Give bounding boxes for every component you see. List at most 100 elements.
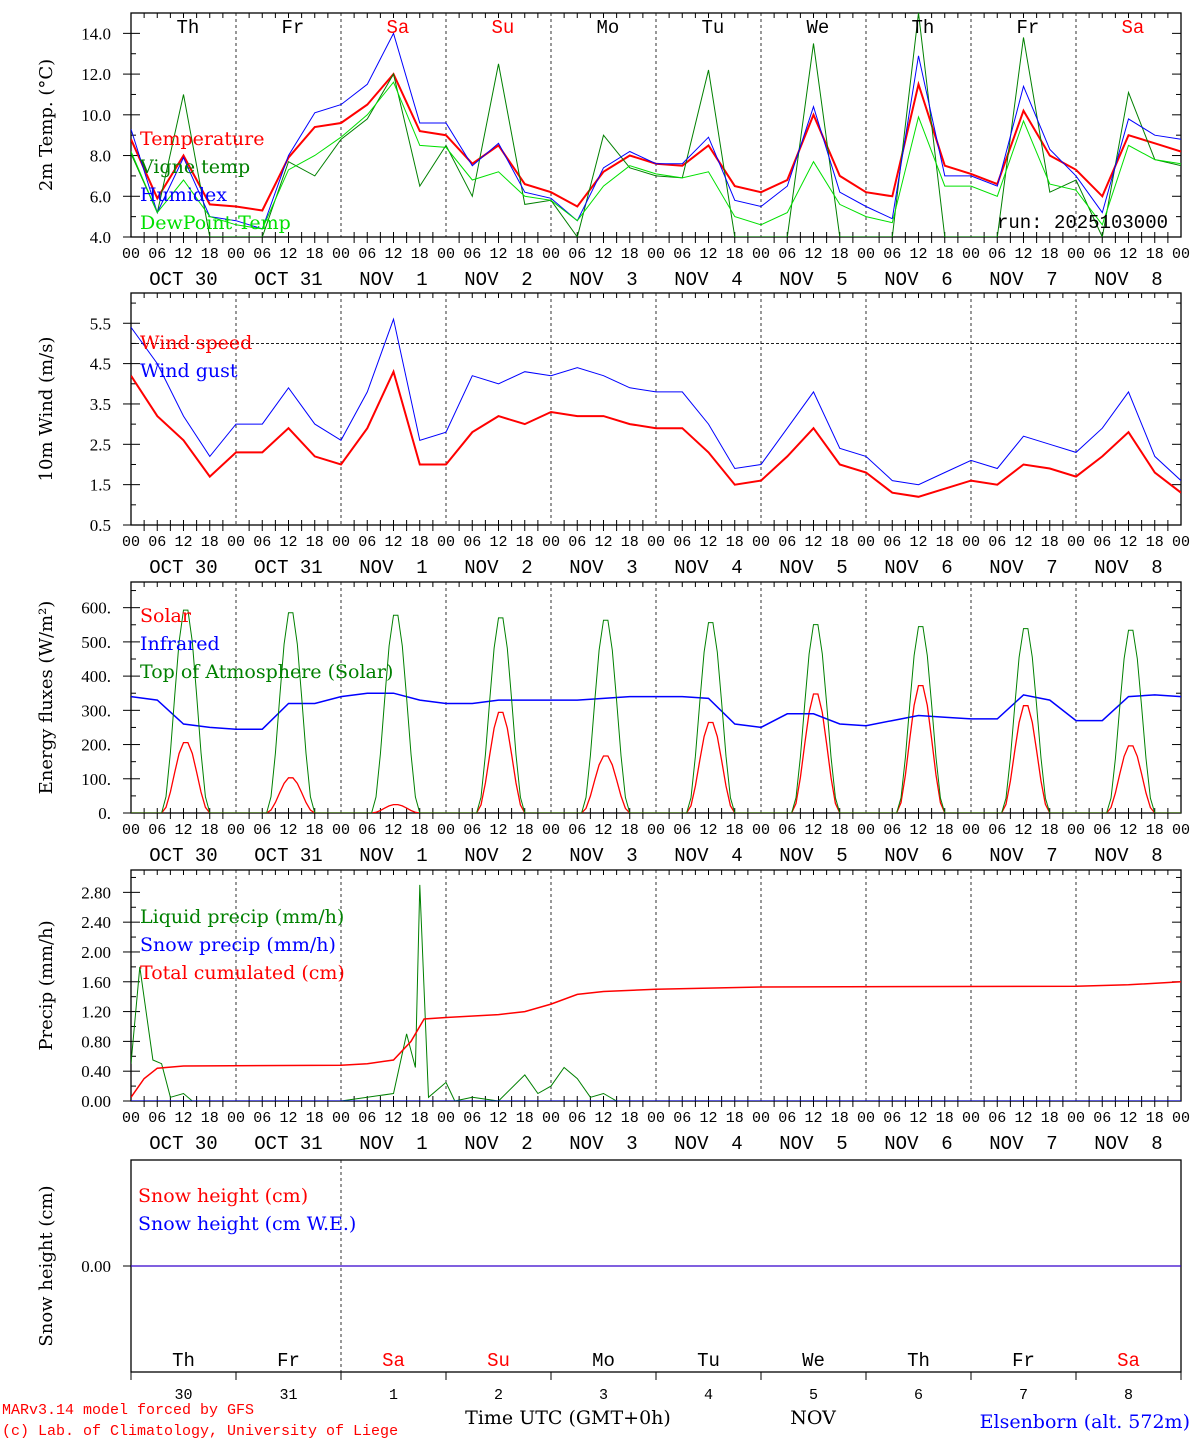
- legend-entry: Wind gust: [140, 360, 238, 382]
- y-tick-label: 500.: [81, 633, 111, 652]
- hour-label: 12: [1119, 1110, 1137, 1127]
- hour-label: 06: [1093, 534, 1111, 551]
- date-label: NOV 3: [569, 557, 637, 579]
- date-label: NOV 4: [674, 557, 742, 579]
- plot-frame: [130, 12, 1182, 238]
- hour-label: 00: [122, 534, 140, 551]
- hour-label: 06: [673, 534, 691, 551]
- hour-label: 00: [122, 1110, 140, 1127]
- hour-label: 00: [962, 822, 980, 839]
- hour-label: 06: [1093, 1110, 1111, 1127]
- hour-label: 12: [279, 822, 297, 839]
- legend-entry: DewPoint Temp: [140, 212, 291, 234]
- date-label: NOV 8: [1094, 1133, 1162, 1155]
- y-tick-label: 0.80: [81, 1032, 111, 1051]
- date-label: NOV 7: [989, 557, 1057, 579]
- hour-label: 18: [411, 534, 429, 551]
- hour-label: 18: [1146, 1110, 1164, 1127]
- hour-label: 00: [647, 1110, 665, 1127]
- legend-entry: Infrared: [140, 633, 220, 655]
- hour-label: 00: [647, 534, 665, 551]
- hour-label: 18: [726, 246, 744, 263]
- legend-entry: Vigne temp: [139, 156, 250, 178]
- hour-label: 00: [1172, 1110, 1190, 1127]
- hour-label: 18: [621, 822, 639, 839]
- series-top-of-atmosphere-solar-: [131, 609, 1181, 813]
- hour-label: 12: [594, 246, 612, 263]
- hour-label: 00: [122, 822, 140, 839]
- lab-credit: (c) Lab. of Climatology, University of L…: [2, 1423, 398, 1440]
- y-tick-label: 2.00: [81, 943, 111, 962]
- hour-label: 00: [857, 822, 875, 839]
- hour-label: 00: [752, 246, 770, 263]
- hour-label: 00: [1067, 534, 1085, 551]
- legend-entry: Wind speed: [140, 332, 252, 354]
- hour-label: 00: [1172, 822, 1190, 839]
- panel-4: [123, 869, 1182, 1107]
- hour-label: 06: [673, 822, 691, 839]
- date-label: NOV 6: [884, 269, 952, 291]
- hour-label: 06: [568, 822, 586, 839]
- hour-label: 00: [1067, 822, 1085, 839]
- y-tick-label: 200.: [81, 736, 111, 755]
- hour-label: 06: [883, 1110, 901, 1127]
- date-label: NOV 5: [779, 557, 847, 579]
- hour-label: 12: [1119, 246, 1137, 263]
- hour-label: 00: [227, 246, 245, 263]
- day-number: 5: [809, 1387, 818, 1404]
- hour-label: 06: [463, 822, 481, 839]
- date-label: NOV 4: [674, 1133, 742, 1155]
- series-temperature: [131, 72, 1181, 212]
- hour-label: 12: [699, 246, 717, 263]
- hour-label: 06: [988, 822, 1006, 839]
- hour-label: 12: [909, 534, 927, 551]
- date-label: OCT 31: [254, 1133, 322, 1155]
- y-tick-label: 10.0: [81, 106, 111, 125]
- series-infrared: [131, 692, 1181, 730]
- hour-label: 00: [962, 534, 980, 551]
- y-tick-label: 14.0: [81, 24, 111, 43]
- y-tick-label: 2.40: [81, 913, 111, 932]
- hour-label: 18: [1146, 246, 1164, 263]
- hour-label: 00: [1067, 246, 1085, 263]
- hour-label: 12: [909, 246, 927, 263]
- day-number: 8: [1124, 1387, 1133, 1404]
- hour-label: 18: [201, 1110, 219, 1127]
- date-label: NOV 7: [989, 269, 1057, 291]
- date-label: NOV 7: [989, 1133, 1057, 1155]
- hour-label: 00: [437, 1110, 455, 1127]
- date-label: NOV 1: [359, 845, 427, 867]
- hour-label: 18: [201, 534, 219, 551]
- hour-label: 18: [1041, 1110, 1059, 1127]
- hour-label: 06: [883, 822, 901, 839]
- day-number: 7: [1019, 1387, 1028, 1404]
- model-credit: MARv3.14 model forced by GFS: [2, 1402, 254, 1419]
- hour-label: 18: [936, 534, 954, 551]
- legend-entry: Liquid precip (mm/h): [140, 906, 344, 928]
- day-name: Fr: [1016, 17, 1039, 39]
- hour-label: 18: [1041, 822, 1059, 839]
- hour-label: 12: [1014, 822, 1032, 839]
- hour-label: 06: [463, 534, 481, 551]
- hour-label: 18: [831, 822, 849, 839]
- y-tick-label: 0.5: [90, 516, 111, 535]
- day-name: Sa: [1121, 17, 1144, 39]
- hour-label: 12: [1119, 534, 1137, 551]
- hour-label: 18: [621, 534, 639, 551]
- hour-label: 18: [411, 822, 429, 839]
- legend-entry: Snow height (cm W.E.): [138, 1213, 356, 1235]
- hour-label: 18: [936, 1110, 954, 1127]
- hour-label: 18: [1041, 534, 1059, 551]
- hour-label: 06: [778, 822, 796, 839]
- y-axis-label: 2m Temp. (°C): [36, 59, 57, 191]
- hour-label: 18: [1146, 822, 1164, 839]
- series-dewpoint-temp: [131, 81, 1181, 230]
- hour-label: 06: [358, 246, 376, 263]
- hour-label: 06: [358, 822, 376, 839]
- day-number: 3: [599, 1387, 608, 1404]
- y-tick-label: 12.0: [81, 65, 111, 84]
- hour-label: 06: [253, 246, 271, 263]
- hour-label: 12: [909, 1110, 927, 1127]
- hour-label: 18: [1146, 534, 1164, 551]
- day-name: We: [802, 1350, 825, 1372]
